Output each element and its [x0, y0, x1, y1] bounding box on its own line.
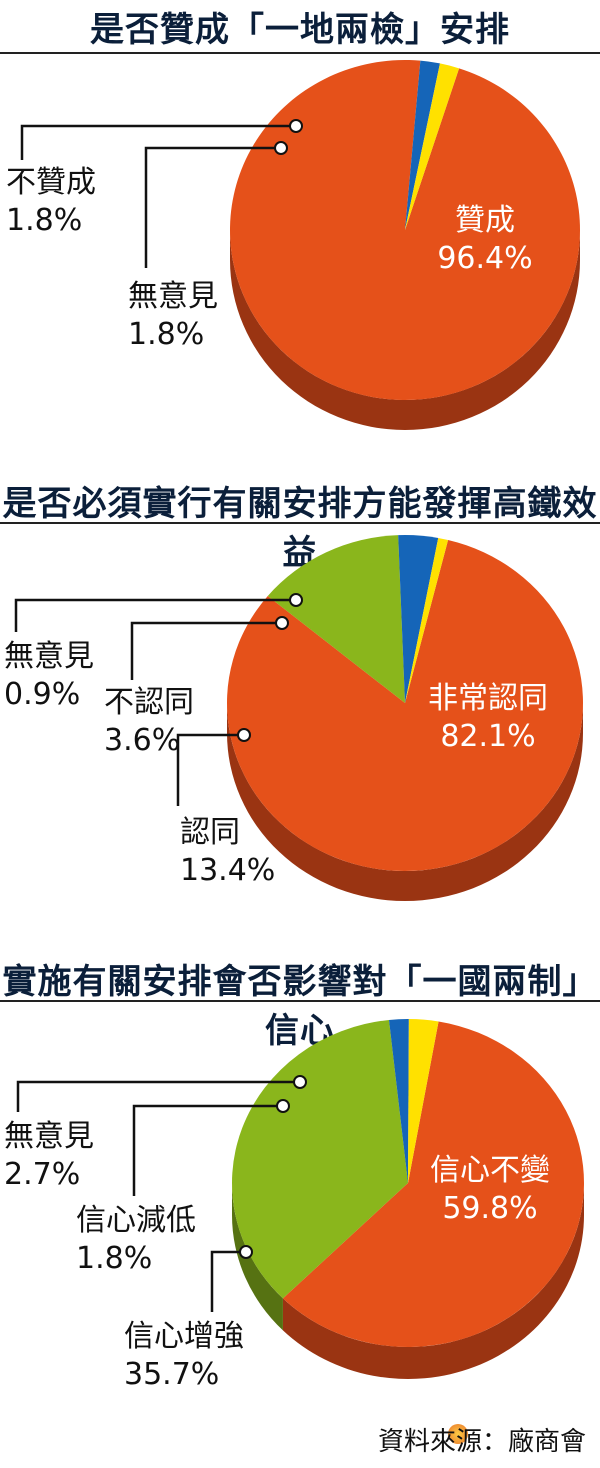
- pie-1-slice-blue: [405, 60, 440, 230]
- chart-2-label-yellow-value: 0.9%: [4, 677, 81, 712]
- chart-2-label-orange-name: 非常認同: [428, 681, 548, 716]
- chart-1-label-yellow-value: 1.8%: [128, 317, 205, 352]
- pie-2-slice-green: [267, 535, 405, 703]
- chart-2-label-green: 認同 13.4%: [180, 814, 275, 890]
- chart-3-label-green-value: 35.7%: [124, 1357, 220, 1392]
- source-note: 資料來源：廠商會: [377, 1427, 586, 1457]
- chart-1-title: 是否贊成「一地兩檢」安排: [90, 10, 510, 50]
- pie-1-leader-dot-yellow: [274, 141, 288, 155]
- chart-1-title-rule: [0, 52, 600, 54]
- pie-3-leader-dot-blue: [276, 1099, 290, 1113]
- pie-1-leader-blue: [20, 124, 296, 160]
- pie-3-leader-green: [210, 1250, 246, 1312]
- pie-3-slice-orange: [282, 1021, 584, 1347]
- pie-2-leader-dot-blue: [275, 616, 289, 630]
- pie-3-slice-blue: [388, 1019, 409, 1183]
- pie-1-slice-yellow: [405, 63, 460, 231]
- pie-3-side-orange: [282, 1183, 584, 1379]
- pie-1-group: [230, 59, 580, 430]
- chart-2-label-green-value: 13.4%: [180, 853, 276, 888]
- chart-2-label-yellow-name: 無意見: [4, 639, 94, 674]
- chart-1-label-blue-value: 1.8%: [6, 203, 83, 238]
- pie-3-slice-yellow: [408, 1019, 439, 1183]
- chart-2-label-blue-name: 不認同: [104, 685, 194, 720]
- pie-2-leader-green: [176, 733, 244, 806]
- pie-3-slice-green: [231, 1019, 408, 1299]
- chart-2-label-orange: 非常認同 82.1%: [408, 680, 568, 756]
- chart-3-label-orange: 信心不變 59.8%: [410, 1152, 570, 1228]
- pie-2-leader-yellow: [14, 598, 296, 632]
- chart-1-label-orange-value: 96.4%: [437, 241, 533, 276]
- pie-2-leader-dot-green: [237, 728, 251, 742]
- chart-3-label-blue: 信心減低 1.8%: [76, 1202, 196, 1278]
- pie-3-group: [231, 1019, 584, 1379]
- pie-3-leader-blue: [132, 1104, 283, 1196]
- chart-2-label-orange-value: 82.1%: [440, 719, 536, 754]
- chart-1-label-orange-name: 贊成: [455, 203, 515, 238]
- pie-2-leader-dot-yellow: [289, 593, 303, 607]
- chart-3-title: 實施有關安排會否影響對「一國兩制」信心: [2, 962, 598, 1051]
- chart-3-label-orange-name: 信心不變: [430, 1153, 550, 1188]
- chart-2-label-yellow: 無意見 0.9%: [4, 638, 94, 714]
- pie-2-leader-blue: [130, 621, 282, 680]
- pie-1-side-orange: [230, 230, 580, 430]
- chart-1-label-yellow: 無意見 1.8%: [128, 278, 218, 354]
- chart-3-label-yellow-name: 無意見: [4, 1119, 94, 1154]
- pie-3-leader-yellow: [16, 1080, 300, 1112]
- pie-3-leader-dot-yellow: [293, 1075, 307, 1089]
- chart-3-label-yellow: 無意見 2.7%: [4, 1118, 94, 1194]
- pie-2-slice-yellow: [405, 537, 449, 703]
- chart-3-label-yellow-value: 2.7%: [4, 1157, 81, 1192]
- chart-1-label-blue: 不贊成 1.8%: [6, 164, 96, 240]
- chart-3-label-green-name: 信心增強: [124, 1319, 244, 1354]
- chart-1-label-yellow-name: 無意見: [128, 279, 218, 314]
- chart-3-label-green: 信心增強 35.7%: [124, 1318, 244, 1394]
- chart-1-label-blue-name: 不贊成: [6, 165, 96, 200]
- chart-2-label-green-name: 認同: [180, 815, 240, 850]
- newspaper-logo-icon: [448, 1424, 468, 1444]
- chart-2-title-rule: [0, 522, 600, 524]
- pie-1-leader-dot-blue: [289, 119, 303, 133]
- chart-2-label-blue-value: 3.6%: [104, 723, 181, 758]
- pie-3-side-green: [232, 1183, 283, 1331]
- pie-1-leader-yellow: [144, 146, 281, 268]
- chart-3-title-rule: [0, 1000, 600, 1002]
- pie-2-slice-blue: [398, 535, 439, 703]
- pie-3-leader-dot-green: [239, 1245, 253, 1259]
- chart-2-title: 是否必須實行有關安排方能發揮高鐵效益: [2, 484, 598, 573]
- pie-2-side-orange: [227, 703, 583, 901]
- pie-2-slice-orange: [227, 539, 584, 871]
- chart-3-label-blue-name: 信心減低: [76, 1203, 196, 1238]
- chart-1-label-orange: 贊成 96.4%: [420, 202, 550, 278]
- chart-3-label-blue-value: 1.8%: [76, 1241, 153, 1276]
- chart-2-label-blue: 不認同 3.6%: [104, 684, 194, 760]
- chart-3-label-orange-value: 59.8%: [442, 1191, 538, 1226]
- pie-2-group: [227, 535, 584, 901]
